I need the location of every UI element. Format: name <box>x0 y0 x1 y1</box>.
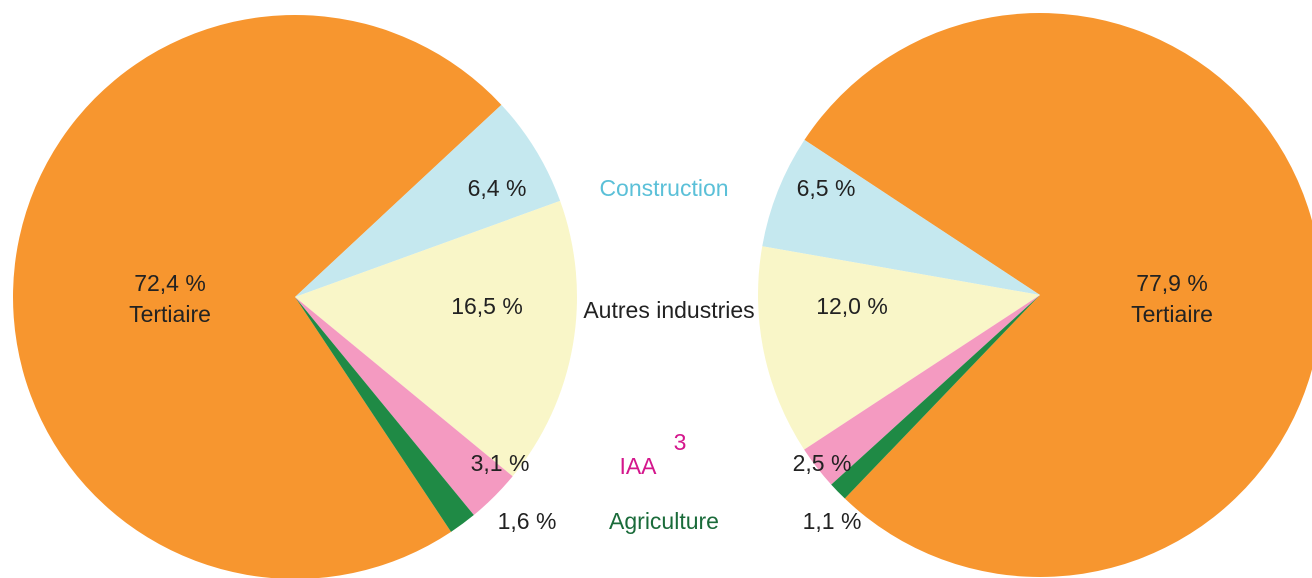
value-label: 6,5 % <box>797 175 856 201</box>
category-label: Agriculture <box>609 508 719 534</box>
slice-name: Tertiaire <box>1131 301 1213 327</box>
value-label: 1,1 % <box>803 508 862 534</box>
value-label: 1,6 % <box>498 508 557 534</box>
value-label: 77,9 % <box>1136 270 1208 296</box>
pie-slice <box>295 297 474 532</box>
value-label: 3,1 % <box>471 450 530 476</box>
value-label: 2,5 % <box>793 450 852 476</box>
category-superscript: 3 <box>674 429 687 455</box>
category-label: Construction <box>599 175 728 201</box>
pie-slice <box>295 200 578 477</box>
pie <box>13 15 578 578</box>
pie-slice <box>295 104 561 297</box>
category-label: Autres industries <box>583 297 754 323</box>
pie-slice <box>804 12 1312 577</box>
pie-slice <box>831 295 1040 499</box>
pie-slice <box>295 297 513 516</box>
slice-name: Tertiaire <box>129 301 211 327</box>
value-label: 12,0 % <box>816 293 888 319</box>
category-label: IAA <box>619 453 657 479</box>
value-label: 6,4 % <box>468 175 527 201</box>
value-label: 72,4 % <box>134 270 206 296</box>
pie-slice <box>762 139 1040 295</box>
pie-slice <box>758 246 1040 450</box>
pie <box>758 12 1312 577</box>
pie-slice <box>13 15 502 578</box>
pie-slice <box>804 295 1040 485</box>
value-label: 16,5 % <box>451 293 523 319</box>
